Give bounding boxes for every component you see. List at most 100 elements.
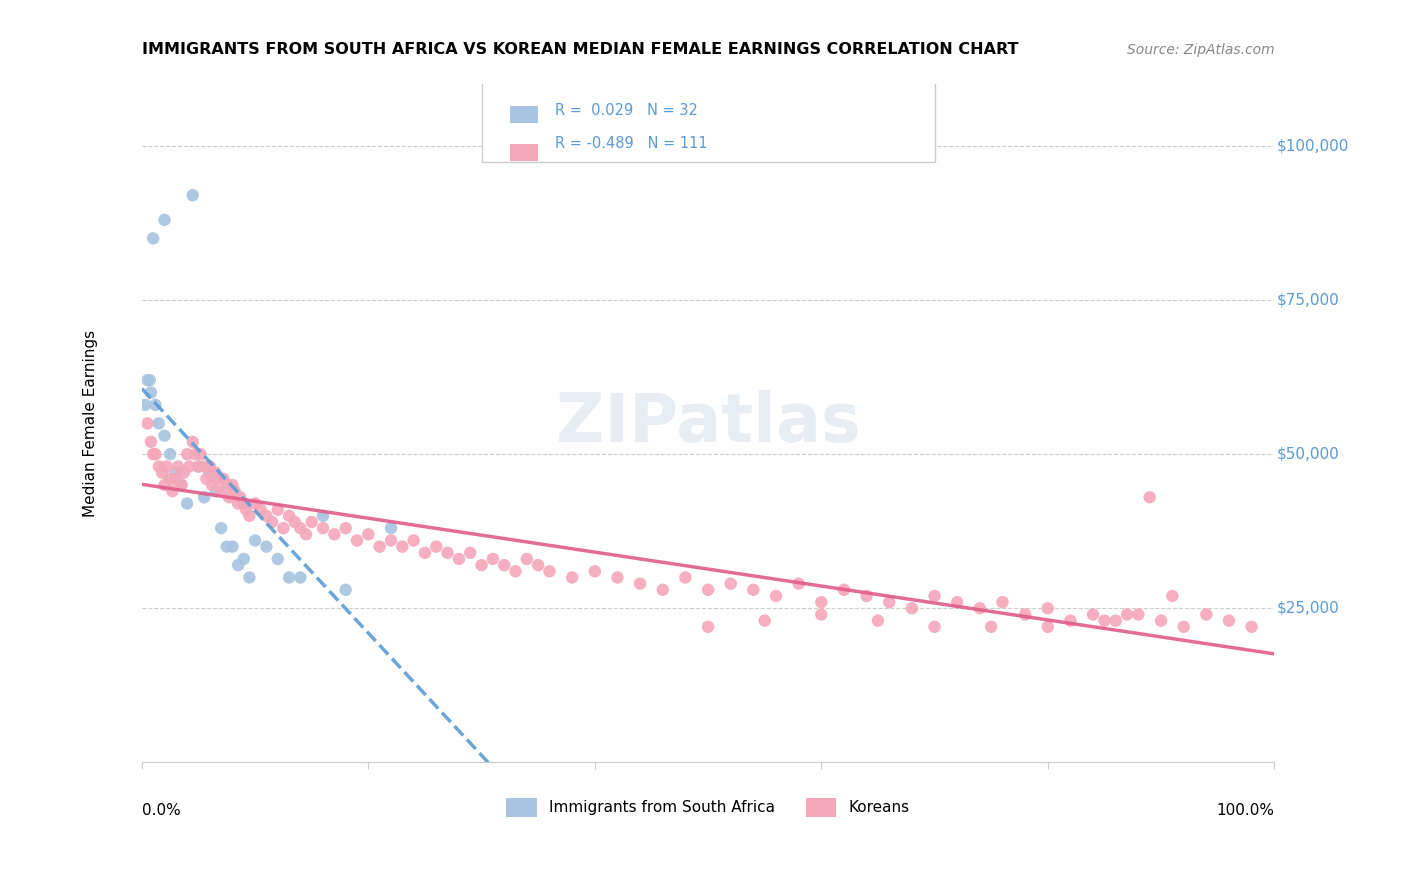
Point xyxy=(1116,607,1139,622)
Point xyxy=(267,502,290,516)
Point xyxy=(159,472,181,486)
Point xyxy=(1036,620,1059,634)
Point xyxy=(447,552,470,566)
Point xyxy=(139,385,162,400)
Point xyxy=(742,582,765,597)
Point xyxy=(262,515,284,529)
Point xyxy=(855,589,877,603)
Point xyxy=(810,607,832,622)
Point xyxy=(229,491,252,505)
Point xyxy=(142,447,165,461)
Point xyxy=(170,478,193,492)
Point xyxy=(458,546,481,560)
Text: $100,000: $100,000 xyxy=(1277,138,1348,153)
Point xyxy=(425,540,447,554)
Point xyxy=(720,576,742,591)
Point xyxy=(606,570,628,584)
Point xyxy=(198,466,221,480)
Point xyxy=(527,558,550,573)
Point xyxy=(1014,607,1036,622)
Point xyxy=(335,582,357,597)
Text: R =  0.029   N = 32: R = 0.029 N = 32 xyxy=(555,103,697,118)
Point xyxy=(1139,491,1161,505)
Point xyxy=(413,546,436,560)
Text: Source: ZipAtlas.com: Source: ZipAtlas.com xyxy=(1126,43,1274,57)
Point xyxy=(204,484,226,499)
Point xyxy=(162,484,184,499)
Point xyxy=(221,478,243,492)
Point xyxy=(139,434,162,449)
Point xyxy=(139,373,162,387)
FancyBboxPatch shape xyxy=(482,70,935,162)
Point xyxy=(181,434,204,449)
Point xyxy=(628,576,651,591)
Point xyxy=(187,459,209,474)
Point xyxy=(215,478,238,492)
Point xyxy=(184,447,207,461)
Point xyxy=(1240,620,1263,634)
Point xyxy=(357,527,380,541)
Point xyxy=(697,582,720,597)
Text: 100.0%: 100.0% xyxy=(1216,803,1274,818)
FancyBboxPatch shape xyxy=(510,106,538,123)
Point xyxy=(538,564,561,578)
Point xyxy=(1150,614,1173,628)
Point xyxy=(380,533,402,548)
Point xyxy=(254,540,277,554)
Point xyxy=(335,521,357,535)
Point xyxy=(134,398,156,412)
Point xyxy=(866,614,889,628)
Point xyxy=(153,428,176,442)
Point xyxy=(471,558,494,573)
Point xyxy=(145,447,167,461)
Point xyxy=(224,484,246,499)
Point xyxy=(165,472,187,486)
Point xyxy=(136,417,159,431)
Text: R = -0.489   N = 111: R = -0.489 N = 111 xyxy=(555,136,707,152)
Point xyxy=(170,478,193,492)
Point xyxy=(145,398,167,412)
Point xyxy=(295,527,318,541)
Point xyxy=(1081,607,1104,622)
Point xyxy=(176,447,198,461)
Point xyxy=(901,601,924,615)
Point xyxy=(278,508,301,523)
Point xyxy=(924,620,946,634)
Point xyxy=(201,478,224,492)
Point xyxy=(969,601,991,615)
Text: $75,000: $75,000 xyxy=(1277,293,1340,308)
Point xyxy=(181,188,204,202)
Point xyxy=(215,540,238,554)
Point xyxy=(832,582,855,597)
Point xyxy=(148,459,170,474)
Point xyxy=(167,459,190,474)
Point xyxy=(148,417,170,431)
Point xyxy=(323,527,346,541)
Point xyxy=(273,521,295,535)
Point xyxy=(754,614,776,628)
Point xyxy=(1161,589,1184,603)
Point xyxy=(165,466,187,480)
Point xyxy=(195,472,218,486)
Point xyxy=(221,540,243,554)
Point xyxy=(153,212,176,227)
Point xyxy=(1173,620,1195,634)
Point xyxy=(209,521,232,535)
Point xyxy=(1092,614,1115,628)
Legend: Immigrants from South Africa, Koreans: Immigrants from South Africa, Koreans xyxy=(501,792,915,822)
FancyBboxPatch shape xyxy=(510,144,538,161)
Point xyxy=(238,570,260,584)
Point xyxy=(193,491,215,505)
Point xyxy=(494,558,516,573)
Point xyxy=(673,570,696,584)
Text: IMMIGRANTS FROM SOUTH AFRICA VS KOREAN MEDIAN FEMALE EARNINGS CORRELATION CHART: IMMIGRANTS FROM SOUTH AFRICA VS KOREAN M… xyxy=(142,42,1018,57)
Point xyxy=(368,540,391,554)
Point xyxy=(173,466,195,480)
Point xyxy=(136,373,159,387)
Point xyxy=(193,459,215,474)
Text: ZIPatlas: ZIPatlas xyxy=(555,391,860,457)
Point xyxy=(1195,607,1218,622)
Point xyxy=(212,472,235,486)
Point xyxy=(249,502,271,516)
Point xyxy=(235,502,257,516)
